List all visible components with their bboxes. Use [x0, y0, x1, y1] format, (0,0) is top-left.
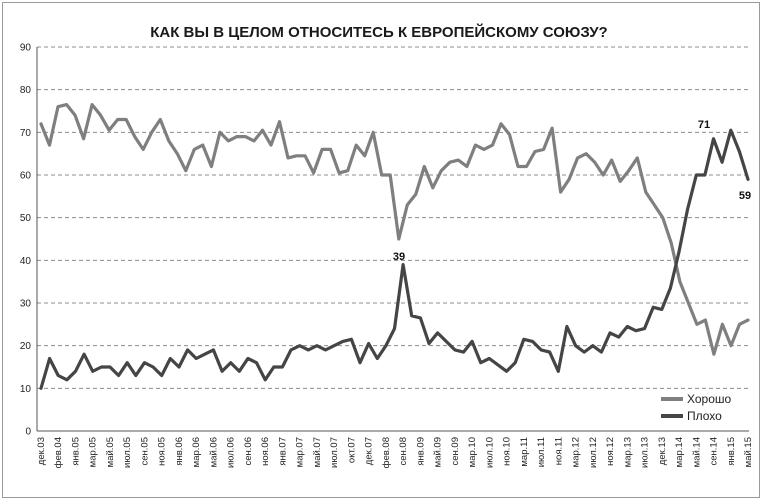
x-tick-label: янв.09 — [415, 437, 426, 466]
x-tick-label: сен.09 — [450, 437, 461, 466]
x-tick-label: мар.07 — [295, 437, 306, 467]
x-tick-label: ноя.05 — [157, 437, 168, 466]
x-tick-label: дек.03 — [36, 437, 47, 465]
annotation-last-bad: 59 — [739, 190, 751, 202]
x-tick-label: мар.12 — [571, 437, 582, 467]
chart-title: КАК ВЫ В ЦЕЛОМ ОТНОСИТЕСЬ К ЕВРОПЕЙСКОМУ… — [150, 23, 607, 41]
x-tick-label: янв.05 — [70, 437, 81, 466]
data-annotations: 39 71 59 — [393, 119, 751, 263]
x-tick-label: июл.05 — [122, 437, 133, 468]
x-tick-label: июл.12 — [588, 437, 599, 468]
grid-lines — [37, 46, 749, 389]
x-tick-label: июл.07 — [329, 437, 340, 468]
x-tick-label: фев.08 — [381, 437, 392, 468]
y-tick-label-60: 60 — [20, 171, 32, 182]
series-lines — [39, 102, 750, 390]
x-tick-label: май.14 — [691, 437, 702, 467]
annotation-peak-bad-2008: 39 — [393, 251, 405, 263]
x-tick-label: июл.13 — [640, 437, 651, 468]
legend-label-bad: Плохо — [687, 409, 722, 423]
x-tick-label: янв.15 — [726, 437, 737, 466]
y-tick-label-70: 70 — [20, 128, 32, 139]
x-tick-label: мар.06 — [191, 437, 202, 467]
x-tick-label: сен.06 — [243, 437, 254, 466]
x-tick-label: мар.13 — [622, 437, 633, 467]
legend: Хорошо Плохо — [661, 392, 732, 423]
x-tick-label: сен.05 — [139, 437, 150, 466]
x-tick-label: сен.08 — [398, 437, 409, 466]
legend-label-good: Хорошо — [687, 392, 732, 406]
x-tick-label: окт.07 — [346, 437, 357, 463]
x-tick-label: ноя.10 — [502, 437, 513, 466]
x-tick-label: мар.11 — [519, 437, 530, 467]
x-tick-label: июл.11 — [536, 437, 547, 467]
y-tick-label-20: 20 — [20, 341, 32, 352]
x-tick-label: июл.10 — [484, 437, 495, 468]
annotation-peak-bad-2015: 71 — [698, 119, 710, 131]
x-axis-ticks: дек.03 фев.04 янв.05 мар.05 май.05 июл.05 сен.… — [36, 437, 754, 468]
x-tick-label: мар.10 — [467, 437, 478, 467]
x-tick-label: июл.06 — [226, 437, 237, 468]
x-tick-label: янв.07 — [277, 437, 288, 466]
x-tick-label: май.05 — [105, 437, 116, 467]
x-tick-label: мар.05 — [88, 437, 99, 467]
x-tick-label: май.07 — [312, 437, 323, 467]
x-tick-label: май.09 — [433, 437, 444, 467]
x-tick-label: май.06 — [208, 437, 219, 467]
x-tick-label: ноя.12 — [605, 437, 616, 466]
y-tick-label-40: 40 — [20, 256, 32, 267]
line-chart: КАК ВЫ В ЦЕЛОМ ОТНОСИТЕСЬ К ЕВРОПЕЙСКОМУ… — [20, 23, 754, 468]
y-tick-label-0: 0 — [25, 427, 31, 438]
x-tick-label: май.15 — [743, 437, 754, 467]
y-tick-label-30: 30 — [20, 299, 32, 310]
y-tick-label-10: 10 — [20, 384, 32, 395]
y-axis-ticks: 0 10 20 30 40 50 60 70 80 90 — [20, 43, 32, 438]
y-tick-label-80: 80 — [20, 85, 32, 96]
x-tick-label: дек.13 — [657, 437, 668, 465]
x-tick-label: мар.14 — [674, 437, 685, 467]
series-line-bad — [39, 128, 750, 390]
x-tick-label: сен.14 — [709, 437, 720, 466]
series-line-good — [39, 102, 750, 356]
x-tick-label: ноя.06 — [260, 437, 271, 466]
axes — [36, 47, 749, 432]
x-tick-label: дек.07 — [364, 437, 375, 465]
y-tick-label-50: 50 — [20, 213, 32, 224]
x-tick-label: янв.06 — [174, 437, 185, 466]
x-tick-label: ноя.11 — [553, 437, 564, 465]
x-tick-label: фев.04 — [53, 437, 64, 468]
y-tick-label-90: 90 — [20, 43, 32, 54]
